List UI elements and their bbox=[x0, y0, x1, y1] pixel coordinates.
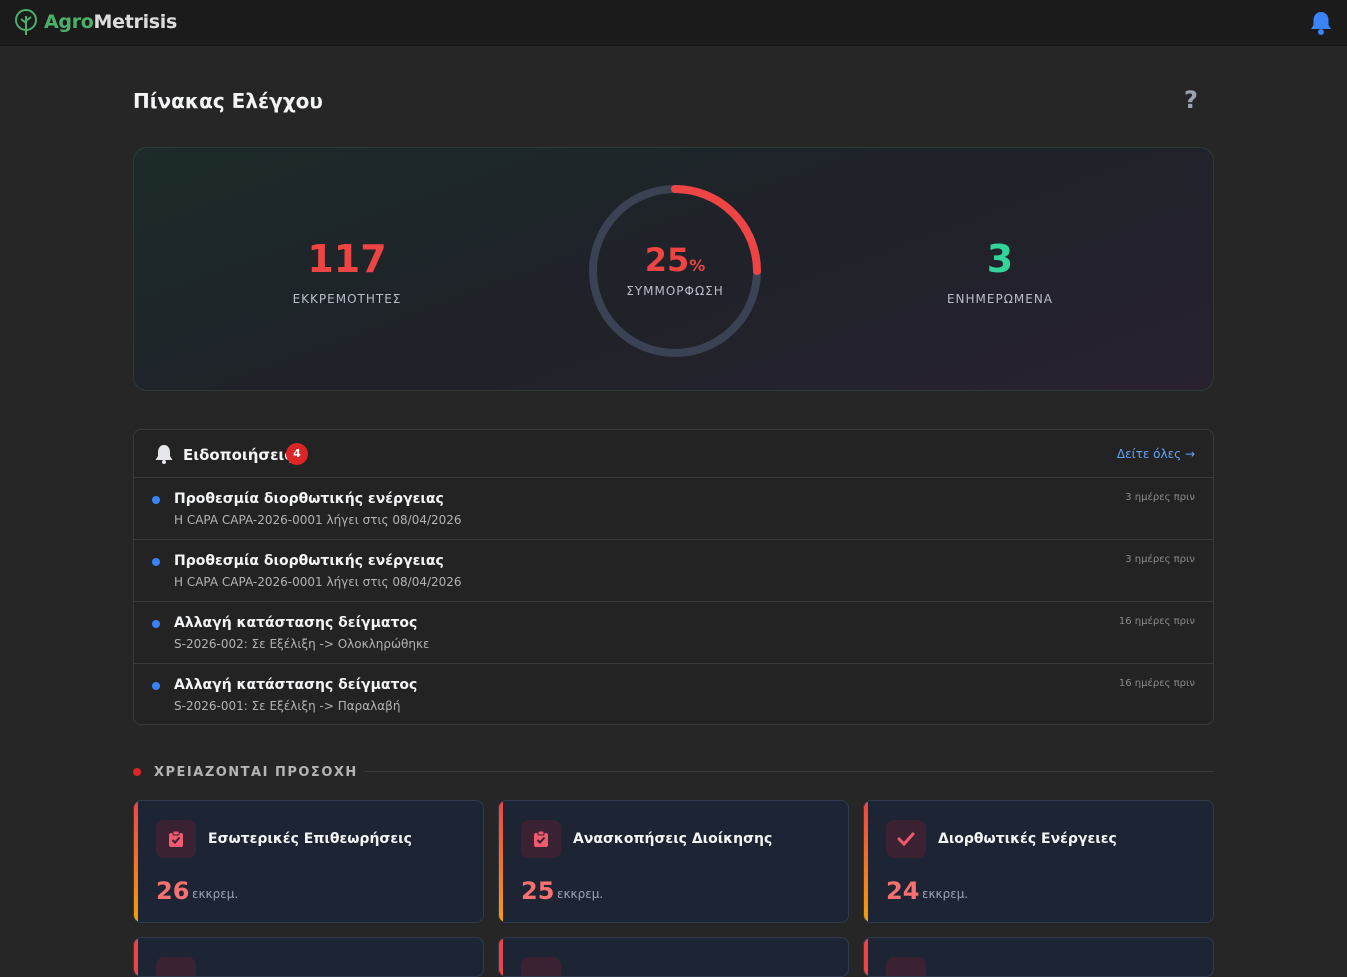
brand-suffix: Metrisis bbox=[93, 11, 178, 33]
card-title: Εσωτερικές Επιθεωρήσεις bbox=[208, 831, 412, 847]
updated-label: ΕΝΗΜΕΡΩΜΕΝΑ bbox=[946, 292, 1054, 306]
card-accent bbox=[134, 801, 138, 922]
pending-stat[interactable]: 117 ΕΚΚΡΕΜΟΤΗΤΕΣ bbox=[222, 240, 472, 306]
updated-stat[interactable]: 3 ΕΝΗΜΕΡΩΜΕΝΑ bbox=[875, 240, 1125, 306]
notification-item[interactable]: Προθεσμία διορθωτικής ενέργειας Η CAPA C… bbox=[134, 540, 1213, 602]
unread-dot bbox=[152, 682, 160, 690]
divider bbox=[364, 771, 1214, 772]
notification-time: 16 ημέρες πριν bbox=[1118, 678, 1195, 689]
notification-title: Αλλαγή κατάστασης δείγματος bbox=[174, 615, 418, 631]
brand-prefix: Agro bbox=[44, 11, 94, 33]
notifications-header: Ειδοποιήσεις 4 Δείτε όλες → bbox=[134, 430, 1213, 478]
updated-value: 3 bbox=[986, 237, 1014, 281]
card-unit: εκκρεμ. bbox=[557, 887, 604, 901]
notification-item[interactable]: Αλλαγή κατάστασης δείγματος S-2026-001: … bbox=[134, 664, 1213, 726]
card-icon bbox=[886, 957, 926, 976]
notification-subtitle: S-2026-001: Σε Εξέλιξη -> Παραλαβή bbox=[174, 699, 401, 713]
card-accent bbox=[864, 938, 868, 976]
notification-title: Αλλαγή κατάστασης δείγματος bbox=[174, 677, 418, 693]
attention-card[interactable] bbox=[863, 937, 1214, 977]
notification-item[interactable]: Αλλαγή κατάστασης δείγματος S-2026-002: … bbox=[134, 602, 1213, 664]
notification-subtitle: S-2026-002: Σε Εξέλιξη -> Ολοκληρώθηκε bbox=[174, 637, 430, 651]
attention-card-corrective-actions[interactable]: Διορθωτικές Ενέργειες 24 εκκρεμ. bbox=[863, 800, 1214, 923]
unread-dot bbox=[152, 558, 160, 566]
attention-card-internal-audits[interactable]: Εσωτερικές Επιθεωρήσεις 26 εκκρεμ. bbox=[133, 800, 484, 923]
card-accent bbox=[499, 801, 503, 922]
card-title: Διορθωτικές Ενέργειες bbox=[938, 831, 1117, 847]
notification-title: Προθεσμία διορθωτικής ενέργειας bbox=[174, 553, 444, 569]
bell-icon[interactable] bbox=[1309, 10, 1333, 40]
attention-card-management-reviews[interactable]: Ανασκοπήσεις Διοίκησης 25 εκκρεμ. bbox=[498, 800, 849, 923]
brand-name: AgroMetrisis bbox=[44, 11, 177, 33]
compliance-unit: % bbox=[689, 256, 706, 275]
notifications-title: Ειδοποιήσεις bbox=[183, 446, 294, 464]
card-count: 24 bbox=[886, 877, 920, 905]
compliance-value: 25 bbox=[644, 241, 690, 279]
compliance-stat: 25% ΣΥΜΜΟΡΦΩΣΗ bbox=[585, 244, 765, 298]
compliance-label: ΣΥΜΜΟΡΦΩΣΗ bbox=[626, 284, 724, 298]
notification-time: 3 ημέρες πριν bbox=[1125, 492, 1195, 503]
card-accent bbox=[134, 938, 138, 976]
attention-card[interactable] bbox=[133, 937, 484, 977]
top-bar: AgroMetrisis bbox=[0, 0, 1347, 46]
checkmark-icon bbox=[886, 820, 926, 858]
see-all-link[interactable]: Δείτε όλες → bbox=[1116, 447, 1195, 461]
attention-section-header: ΧΡΕΙΑΖΟΝΤΑΙ ΠΡΟΣΟΧΗ bbox=[133, 764, 1214, 782]
attention-card[interactable] bbox=[498, 937, 849, 977]
compliance-arc bbox=[589, 185, 761, 357]
compliance-donut bbox=[589, 185, 761, 357]
unread-dot bbox=[152, 620, 160, 628]
clipboard-check-icon bbox=[156, 820, 196, 858]
card-count: 26 bbox=[156, 877, 190, 905]
card-unit: εκκρεμ. bbox=[192, 887, 239, 901]
card-count: 25 bbox=[521, 877, 555, 905]
tree-icon bbox=[12, 8, 40, 36]
card-icon bbox=[521, 957, 561, 976]
card-unit: εκκρεμ. bbox=[922, 887, 969, 901]
notification-subtitle: Η CAPA CAPA-2026-0001 λήγει στις 08/04/2… bbox=[174, 513, 462, 527]
bell-icon bbox=[154, 444, 174, 468]
card-accent bbox=[499, 938, 503, 976]
notification-time: 16 ημέρες πριν bbox=[1118, 616, 1195, 627]
card-accent bbox=[864, 801, 868, 922]
pending-label: ΕΚΚΡΕΜΟΤΗΤΕΣ bbox=[292, 292, 402, 306]
notifications-panel: Ειδοποιήσεις 4 Δείτε όλες → Προθεσμία δι… bbox=[133, 429, 1214, 725]
unread-dot bbox=[152, 496, 160, 504]
pending-value: 117 bbox=[307, 237, 387, 281]
notification-title: Προθεσμία διορθωτικής ενέργειας bbox=[174, 491, 444, 507]
notification-subtitle: Η CAPA CAPA-2026-0001 λήγει στις 08/04/2… bbox=[174, 575, 462, 589]
summary-panel: 117 ΕΚΚΡΕΜΟΤΗΤΕΣ 25% ΣΥΜΜΟΡΦΩΣΗ 3 ΕΝΗΜΕΡ… bbox=[133, 147, 1214, 391]
brand[interactable]: AgroMetrisis bbox=[12, 8, 177, 36]
card-title: Ανασκοπήσεις Διοίκησης bbox=[573, 831, 773, 847]
attention-title: ΧΡΕΙΑΖΟΝΤΑΙ ΠΡΟΣΟΧΗ bbox=[154, 765, 358, 780]
attention-dot bbox=[133, 768, 141, 776]
card-icon bbox=[156, 957, 196, 976]
help-button[interactable]: ? bbox=[1184, 86, 1198, 114]
notifications-count-badge: 4 bbox=[286, 443, 308, 465]
notification-time: 3 ημέρες πριν bbox=[1125, 554, 1195, 565]
notification-item[interactable]: Προθεσμία διορθωτικής ενέργειας Η CAPA C… bbox=[134, 478, 1213, 540]
page-title: Πίνακας Ελέγχου bbox=[133, 89, 323, 113]
clipboard-check-icon bbox=[521, 820, 561, 858]
